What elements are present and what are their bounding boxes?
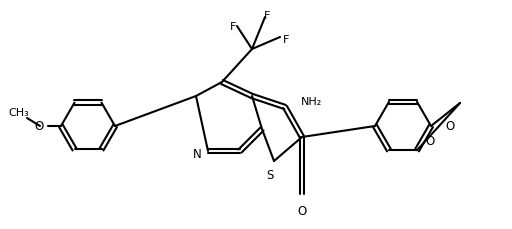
Text: F: F [230, 22, 236, 32]
Text: O: O [445, 120, 454, 133]
Text: S: S [266, 168, 274, 181]
Text: CH₃: CH₃ [9, 108, 29, 117]
Text: O: O [297, 204, 307, 217]
Text: F: F [264, 11, 270, 21]
Text: F: F [283, 35, 289, 45]
Text: N: N [193, 147, 202, 160]
Text: O: O [425, 134, 434, 147]
Text: NH₂: NH₂ [301, 97, 322, 106]
Text: O: O [35, 120, 44, 133]
